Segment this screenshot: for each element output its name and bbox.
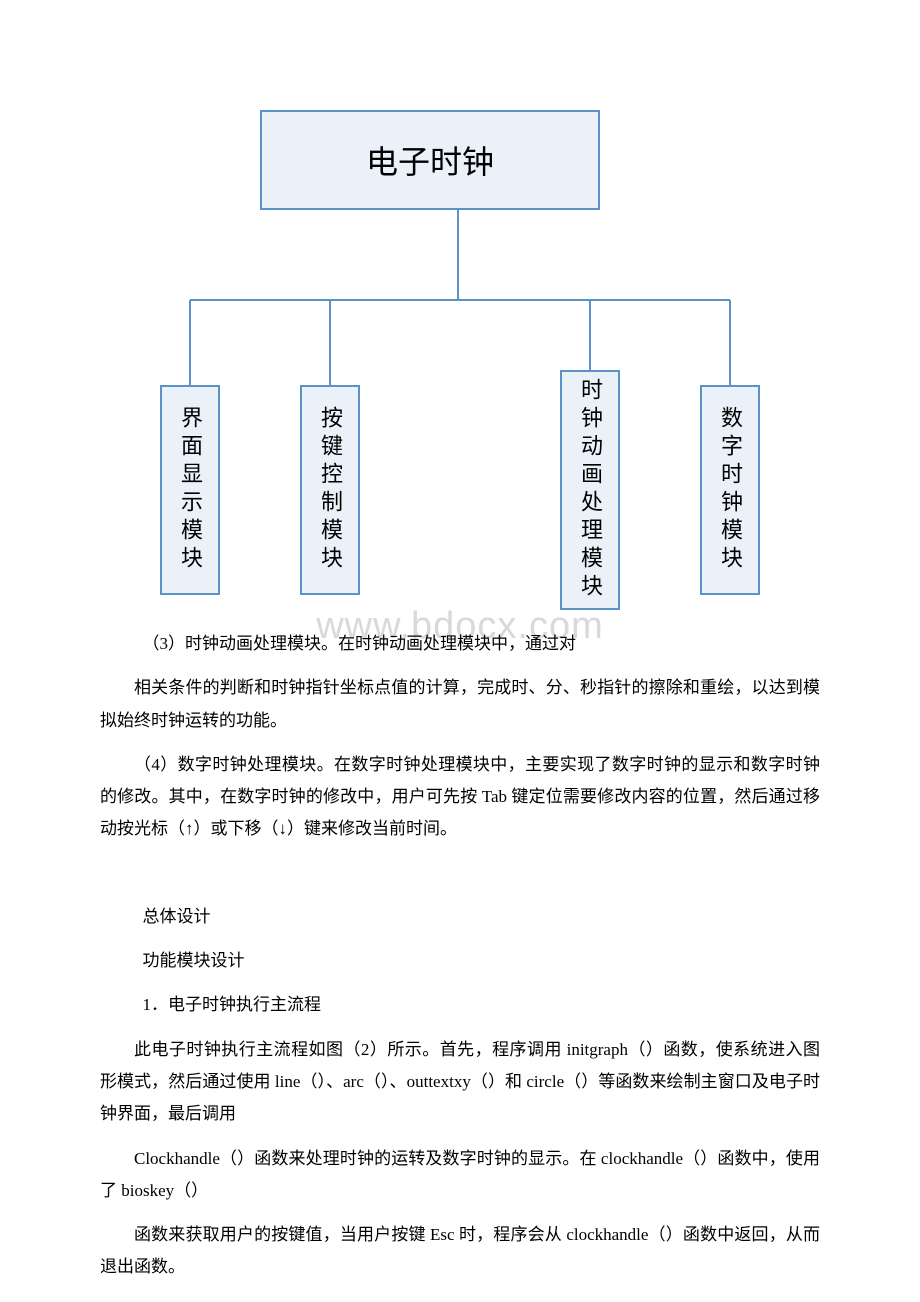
section-heading: 功能模块设计 — [100, 945, 820, 977]
body-text: （3）时钟动画处理模块。在时钟动画处理模块中，通过对 相关条件的判断和时钟指针坐… — [100, 610, 820, 1284]
child-node-clock-animation: 时钟动画处理模块 — [560, 370, 620, 610]
section-heading: 1．电子时钟执行主流程 — [100, 989, 820, 1021]
page-container: 电子时钟 界面显示模块 按键控制模块 时钟动画处理模块 数字时钟模块 www.b… — [0, 0, 920, 1302]
child-node-ui-display: 界面显示模块 — [160, 385, 220, 595]
child-label: 数字时钟模块 — [714, 406, 746, 574]
paragraph: （4）数字时钟处理模块。在数字时钟处理模块中，主要实现了数字时钟的显示和数字时钟… — [100, 749, 820, 846]
root-node: 电子时钟 — [260, 110, 600, 210]
child-label: 界面显示模块 — [174, 406, 206, 574]
section-heading: 总体设计 — [143, 901, 821, 933]
root-node-label: 电子时钟 — [366, 137, 494, 183]
paragraph: （3）时钟动画处理模块。在时钟动画处理模块中，通过对 — [100, 628, 820, 660]
child-node-digital-clock: 数字时钟模块 — [700, 385, 760, 595]
child-label: 时钟动画处理模块 — [574, 378, 606, 602]
child-label: 按键控制模块 — [314, 406, 346, 574]
paragraph: Clockhandle（）函数来处理时钟的运转及数字时钟的显示。在 clockh… — [100, 1143, 820, 1208]
paragraph: 相关条件的判断和时钟指针坐标点值的计算，完成时、分、秒指针的擦除和重绘，以达到模… — [100, 672, 820, 737]
tree-diagram: 电子时钟 界面显示模块 按键控制模块 时钟动画处理模块 数字时钟模块 — [100, 0, 820, 610]
child-node-key-control: 按键控制模块 — [300, 385, 360, 595]
paragraph: 函数来获取用户的按键值，当用户按键 Esc 时，程序会从 clockhandle… — [100, 1219, 820, 1284]
paragraph: 此电子时钟执行主流程如图（2）所示。首先，程序调用 initgraph（）函数，… — [100, 1034, 820, 1131]
